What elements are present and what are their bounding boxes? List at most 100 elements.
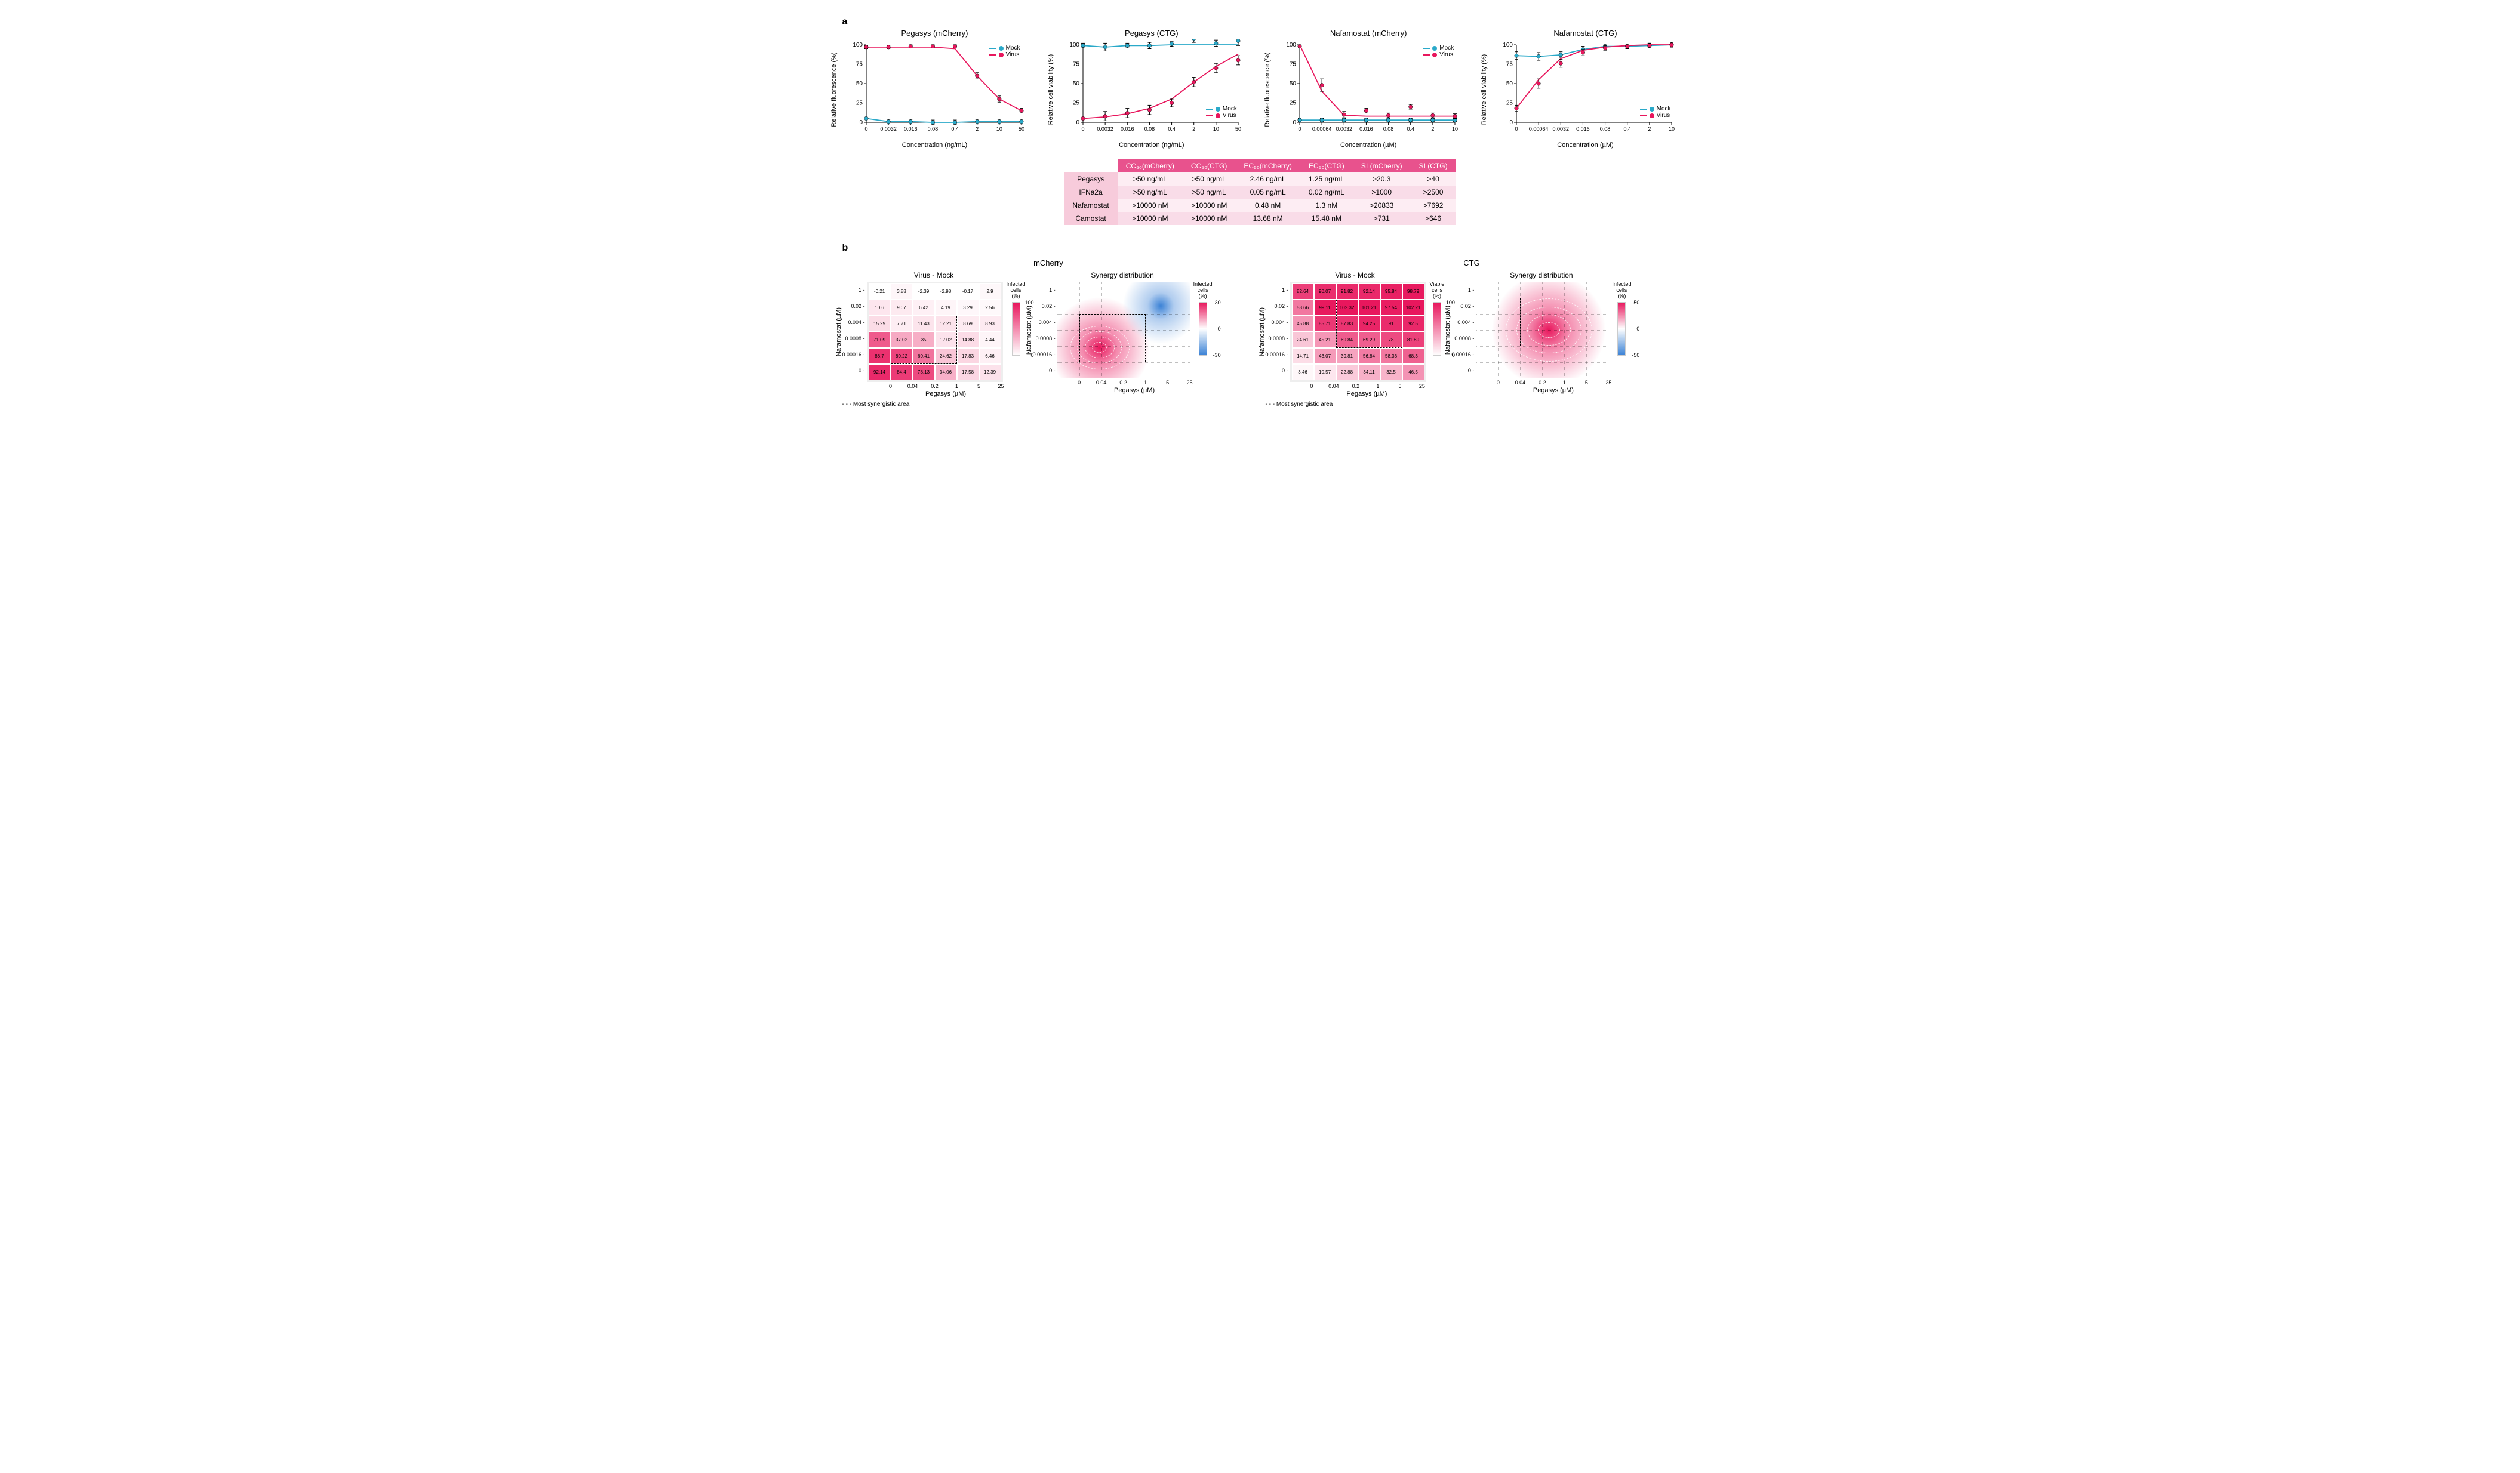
svg-text:100: 100 (1286, 42, 1296, 48)
heatmap-yticks: 1 -0.02 -0.004 -0.0008 -0.00016 -0 - (842, 282, 867, 378)
svg-text:10: 10 (1452, 126, 1458, 132)
heatmap-cell: 46.5 (1402, 364, 1424, 380)
heatmap: Synergy distribution1 -0.02 -0.004 -0.00… (1033, 271, 1213, 394)
svg-text:0.0032: 0.0032 (880, 126, 897, 132)
heatmap-title: Virus - Mock (914, 271, 953, 279)
table-cell: 2.46 ng/mL (1235, 172, 1300, 186)
svg-text:50: 50 (1290, 81, 1297, 87)
svg-text:25: 25 (1073, 100, 1080, 107)
heatmap-cell: 82.64 (1292, 283, 1314, 300)
heatmap-cell: -0.17 (957, 283, 979, 300)
chart-title: Pegasys (mCherry) (901, 29, 968, 38)
table-header: SI (mCherry) (1353, 159, 1411, 172)
heatmap-cell: 92.14 (869, 364, 891, 380)
svg-text:0.4: 0.4 (1407, 126, 1415, 132)
row-label: Pegasys (1064, 172, 1117, 186)
heatmap-cell: 37.02 (891, 332, 913, 348)
heatmap-title: Virus - Mock (1335, 271, 1374, 279)
svg-text:0: 0 (1510, 119, 1513, 126)
table-header (1064, 159, 1117, 172)
synergistic-area-box (1079, 314, 1146, 362)
heatmap: Virus - Mock 1 -0.02 -0.004 -0.0008 -0.00… (842, 271, 1026, 397)
chart-legend: MockVirus (1638, 104, 1673, 120)
group-header: CTG (1266, 258, 1678, 267)
heatmap-cell: 4.19 (935, 300, 957, 316)
synergy-surface (1057, 282, 1190, 378)
svg-text:0: 0 (1299, 126, 1301, 132)
heatmap-cell: 45.88 (1292, 316, 1314, 332)
synergistic-area-box (1520, 298, 1586, 346)
row-label: IFNa2a (1064, 186, 1117, 199)
chart-plot: Relative fluorescence (%)025507510000.00… (1276, 39, 1461, 140)
heatmap-cell: 3.88 (891, 283, 913, 300)
heatmap-cell: -2.98 (935, 283, 957, 300)
chart-plot: Relative cell viability (%)025507510000.… (1493, 39, 1678, 140)
heatmap-cell: 68.3 (1402, 348, 1424, 364)
svg-text:25: 25 (1506, 100, 1513, 107)
svg-text:0.08: 0.08 (1383, 126, 1394, 132)
heatmap-cell: 17.83 (957, 348, 979, 364)
heatmap-cell: 11.43 (913, 316, 935, 332)
heatmap-yticks: 1 -0.02 -0.004 -0.0008 -0.00016 -0 - (1033, 282, 1057, 378)
y-axis-label: Relative fluorescence (%) (830, 52, 838, 127)
row-label: Camostat (1064, 212, 1117, 225)
heatmap-cell: 8.69 (957, 316, 979, 332)
heatmap-cell: 95.84 (1380, 283, 1402, 300)
svg-text:0: 0 (859, 119, 863, 126)
table-cell: >10000 nM (1183, 212, 1235, 225)
svg-text:100: 100 (1069, 42, 1079, 48)
svg-text:0: 0 (1515, 126, 1518, 132)
dose-response-chart: Pegasys (mCherry)Relative fluorescence (… (842, 29, 1027, 149)
heatmap-cell: 3.46 (1292, 364, 1314, 380)
y-axis-label: Nafamostat (µM) (1026, 306, 1033, 355)
svg-text:75: 75 (856, 61, 863, 68)
heatmap-cell: 2.56 (979, 300, 1001, 316)
svg-text:2: 2 (1432, 126, 1435, 132)
heatmap-cell: 2.9 (979, 283, 1001, 300)
table-row: Nafamostat>10000 nM>10000 nM0.48 nM1.3 n… (1064, 199, 1456, 212)
panel-a-label: a (842, 17, 1678, 27)
svg-text:100: 100 (853, 42, 863, 48)
table-cell: >20.3 (1353, 172, 1411, 186)
x-axis-label: Concentration (µM) (1340, 141, 1396, 149)
table-cell: >731 (1353, 212, 1411, 225)
heatmap-xticks: 00.040.21525 (1068, 380, 1201, 386)
heatmap-cell: 43.07 (1314, 348, 1336, 364)
heatmap-grid: 82.6490.0791.8292.1495.8498.7958.6699.11… (1290, 282, 1426, 382)
heatmap-cell: 12.02 (935, 332, 957, 348)
table-cell: 13.68 nM (1235, 212, 1300, 225)
svg-text:0.00064: 0.00064 (1529, 126, 1549, 132)
table-cell: >2500 (1411, 186, 1456, 199)
table-cell: >7692 (1411, 199, 1456, 212)
svg-text:0.016: 0.016 (904, 126, 918, 132)
row-label: Nafamostat (1064, 199, 1117, 212)
heatmap-cell: 102.32 (1336, 300, 1358, 316)
heatmap-cell: 85.71 (1314, 316, 1336, 332)
table-cell: >50 ng/mL (1118, 186, 1183, 199)
chart-title: Nafamostat (CTG) (1553, 29, 1617, 38)
x-axis-label: Concentration (ng/mL) (1119, 141, 1184, 149)
heatmap-cell: 97.54 (1380, 300, 1402, 316)
synergy-surface (1476, 282, 1608, 378)
svg-text:0.0032: 0.0032 (1553, 126, 1570, 132)
heatmap-cell: 3.29 (957, 300, 979, 316)
svg-text:0.4: 0.4 (1168, 126, 1176, 132)
heatmap-cell: 17.58 (957, 364, 979, 380)
svg-text:50: 50 (1235, 126, 1241, 132)
heatmap-cell: 58.36 (1380, 348, 1402, 364)
heatmap-cell: 8.93 (979, 316, 1001, 332)
svg-text:0: 0 (864, 126, 867, 132)
table-cell: >20833 (1353, 199, 1411, 212)
panel-b-group: mCherryVirus - Mock1 -0.02 -0.004 -0.000… (842, 255, 1255, 408)
chart-legend: MockVirus (987, 44, 1023, 59)
svg-text:0: 0 (1076, 119, 1079, 126)
chart-title: Pegasys (CTG) (1125, 29, 1179, 38)
panel-b-group: CTGVirus - Mock1 -0.02 -0.004 -0.0008 -0… (1266, 255, 1678, 408)
heatmap-cell: 91.82 (1336, 283, 1358, 300)
heatmap-cell: 35 (913, 332, 935, 348)
heatmap-cell: 14.71 (1292, 348, 1314, 364)
heatmap-cell: 92.5 (1402, 316, 1424, 332)
table-header: EC₅₀(CTG) (1300, 159, 1353, 172)
table-cell: 0.48 nM (1235, 199, 1300, 212)
heatmap-cell: 39.81 (1336, 348, 1358, 364)
